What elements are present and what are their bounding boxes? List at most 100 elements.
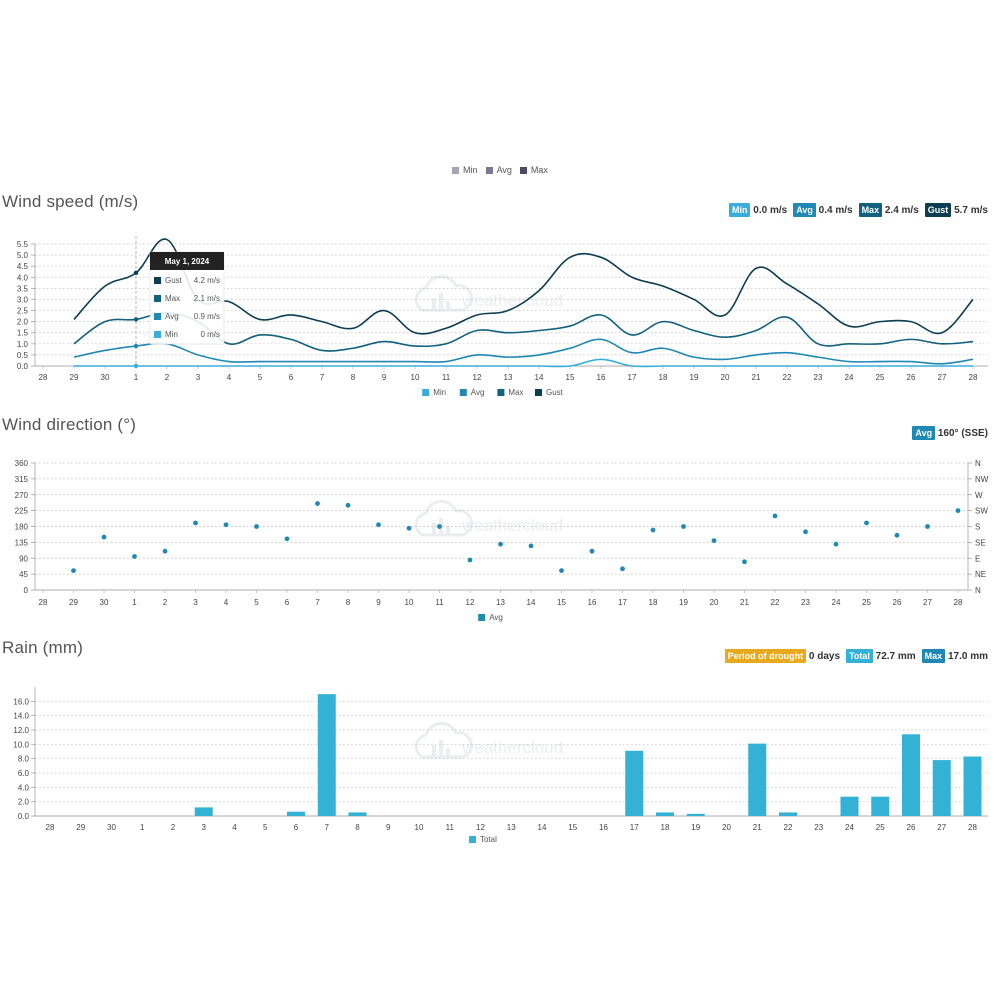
- wind-speed-legend-gust[interactable]: Gust: [535, 388, 564, 397]
- legend-swatch: [459, 389, 467, 396]
- x-tick-label: 27: [923, 598, 932, 607]
- x-tick-label: 8: [351, 373, 356, 382]
- y-tick-label: 1.0: [17, 340, 29, 349]
- wind-speed-legend-min[interactable]: Min: [422, 388, 446, 397]
- x-tick-label: 22: [771, 598, 780, 607]
- bar[interactable]: [871, 796, 890, 816]
- wind-direction-title: Wind direction (°): [2, 415, 137, 434]
- x-tick-label: 2: [165, 373, 170, 382]
- legend-item-max[interactable]: Max: [519, 165, 548, 175]
- series-line-min[interactable]: [74, 358, 973, 368]
- scatter-point[interactable]: [437, 524, 442, 529]
- bar[interactable]: [932, 760, 951, 816]
- scatter-point[interactable]: [833, 541, 839, 547]
- x-tick-label: 19: [691, 823, 700, 832]
- scatter-point[interactable]: [406, 525, 412, 531]
- x-tick-label: 23: [814, 823, 823, 832]
- wind-speed-legend-avg[interactable]: Avg: [459, 388, 485, 397]
- x-tick-label: 1: [134, 373, 139, 382]
- badge-label: Total: [846, 649, 873, 663]
- rain-legend-total[interactable]: Total: [469, 835, 497, 844]
- y-tick-label: 0.5: [17, 351, 29, 360]
- wind-direction-legend-avg[interactable]: Avg: [478, 613, 503, 622]
- x-tick-label: 10: [411, 373, 420, 382]
- scatter-point[interactable]: [498, 541, 503, 547]
- hover-point-min[interactable]: [133, 363, 139, 369]
- scatter-point[interactable]: [376, 522, 381, 528]
- scatter-point[interactable]: [955, 508, 961, 514]
- x-tick-label: 15: [557, 598, 566, 607]
- x-tick-label: 3: [202, 823, 207, 832]
- y-tick-label: 12.0: [13, 726, 29, 735]
- bar[interactable]: [317, 694, 336, 816]
- scatter-point[interactable]: [254, 524, 259, 529]
- scatter-point[interactable]: [528, 543, 534, 549]
- scatter-point[interactable]: [467, 557, 473, 563]
- x-tick-label: 17: [628, 373, 637, 382]
- x-tick-label: 11: [446, 823, 455, 832]
- bar[interactable]: [963, 756, 982, 816]
- legend-item-min[interactable]: Min: [452, 165, 478, 175]
- scatter-point[interactable]: [681, 524, 686, 529]
- scatter-point[interactable]: [620, 566, 625, 572]
- x-tick-label: 7: [315, 598, 320, 607]
- hover-point-max[interactable]: [133, 317, 139, 322]
- series-line-max[interactable]: [73, 311, 974, 352]
- bar[interactable]: [686, 813, 705, 816]
- y-tick-label: 270: [15, 491, 29, 500]
- x-tick-label: 1: [132, 598, 137, 607]
- bar[interactable]: [348, 812, 367, 816]
- series-line-avg[interactable]: [73, 338, 974, 365]
- watermark-logo: weathercloud: [414, 722, 563, 759]
- scatter-point[interactable]: [284, 536, 290, 542]
- scatter-point[interactable]: [711, 538, 717, 544]
- tooltip-swatch: [154, 313, 161, 320]
- watermark-text: weathercloud: [461, 291, 563, 310]
- bar[interactable]: [287, 811, 305, 816]
- bar[interactable]: [902, 734, 920, 816]
- bar[interactable]: [779, 812, 797, 816]
- y-tick-label: 0: [24, 586, 29, 595]
- badge-value: 0 days: [806, 651, 841, 662]
- scatter-point[interactable]: [650, 527, 656, 533]
- scatter-point[interactable]: [193, 520, 198, 526]
- rain-chart[interactable]: weathercloud 0.0 2.0 4.0 6.0 8.0 10.0 12.0 14.0 1…: [0, 675, 1000, 845]
- watermark-logo: weathercloud: [414, 275, 563, 312]
- legend-swatch: [519, 167, 527, 174]
- scatter-point[interactable]: [71, 568, 76, 573]
- scatter-point[interactable]: [589, 548, 595, 554]
- scatter-point[interactable]: [803, 529, 808, 535]
- hover-point-avg[interactable]: [133, 343, 139, 349]
- scatter-point[interactable]: [345, 502, 351, 508]
- bar[interactable]: [840, 796, 859, 816]
- scatter-point[interactable]: [864, 520, 869, 526]
- hover-point-gust[interactable]: [133, 270, 139, 276]
- scatter-point[interactable]: [925, 524, 930, 529]
- y-tick-label: 14.0: [13, 712, 29, 721]
- x-tick-label: 6: [285, 598, 290, 607]
- wind-speed-legend-max[interactable]: Max: [497, 388, 524, 397]
- x-tick-label: 6: [289, 373, 294, 382]
- scatter-point[interactable]: [559, 568, 564, 573]
- scatter-point[interactable]: [223, 522, 229, 528]
- scatter-point[interactable]: [162, 548, 168, 554]
- scatter-point[interactable]: [772, 513, 778, 519]
- wind-speed-chart[interactable]: weathercloud 0.0 0.5 1.0 1.5 2.0 2.5 3.0 3.5 4.0 4…: [0, 228, 1000, 403]
- bar[interactable]: [656, 812, 674, 816]
- legend-swatch: [422, 389, 430, 396]
- scatter-point[interactable]: [894, 532, 900, 538]
- scatter-point[interactable]: [132, 554, 137, 559]
- legend-item-avg[interactable]: Avg: [485, 165, 512, 175]
- scatter-point[interactable]: [101, 534, 107, 540]
- bar[interactable]: [625, 750, 644, 816]
- bar[interactable]: [194, 807, 213, 816]
- x-tick-label: 18: [659, 373, 668, 382]
- x-tick-label: 6: [294, 823, 299, 832]
- x-tick-label: 7: [325, 823, 330, 832]
- x-tick-label: 26: [907, 823, 916, 832]
- scatter-point[interactable]: [315, 501, 320, 506]
- bar[interactable]: [748, 743, 767, 816]
- scatter-point[interactable]: [742, 559, 747, 565]
- tooltip-value: 2.1 m/s: [194, 294, 220, 303]
